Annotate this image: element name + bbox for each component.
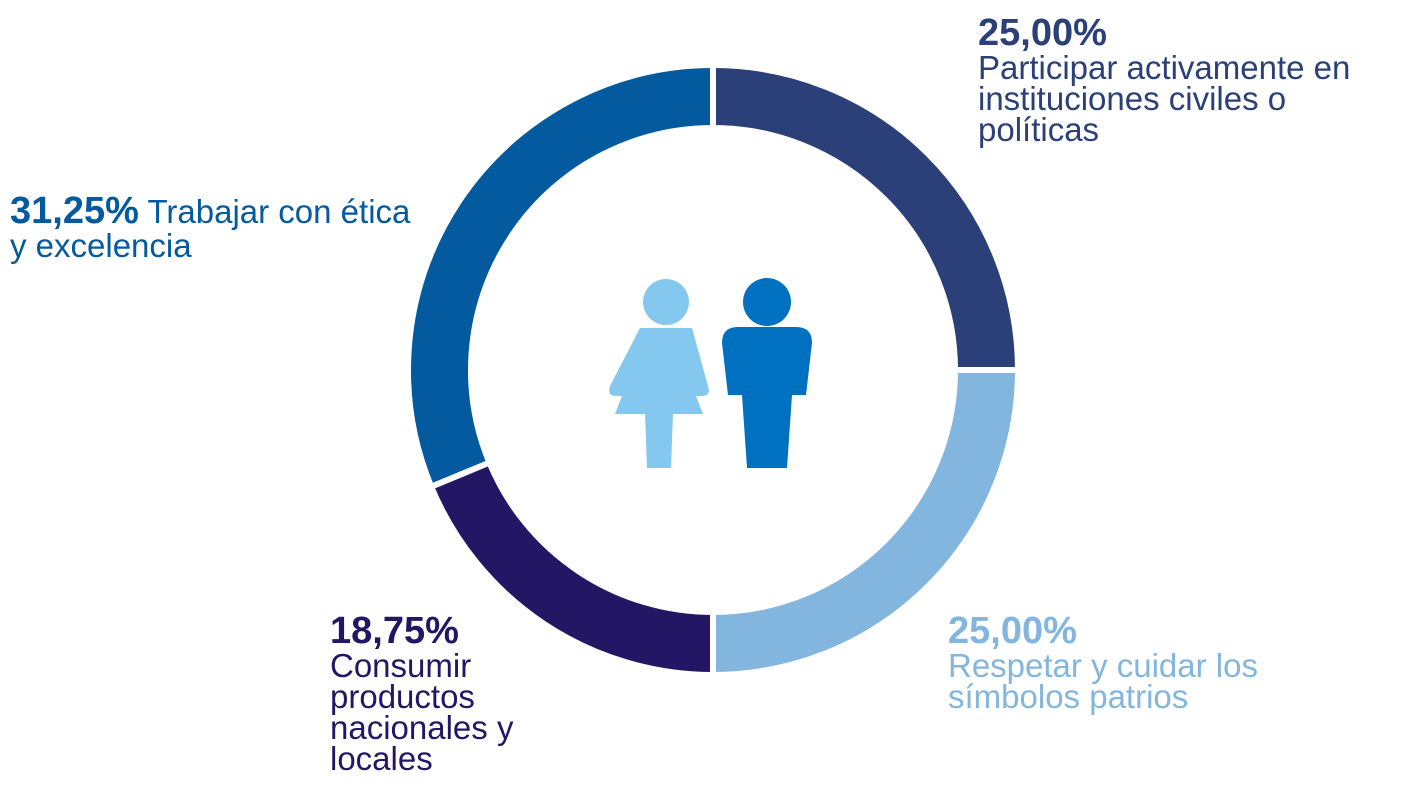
value-label: 25,00%	[978, 12, 1107, 54]
segment-label: 18,75% Consumir productos nacionales y lo…	[330, 610, 580, 777]
value-label: 18,75%	[330, 610, 459, 652]
donut-segment	[405, 61, 716, 491]
segment-label: 25,00% Participar activamente en instituc…	[978, 12, 1398, 148]
donut-segment	[427, 458, 716, 679]
value-label: 31,25%	[10, 190, 139, 232]
people-icon	[609, 278, 812, 468]
segment-label: 25,00% Respetar y cuidar los símbolos pat…	[948, 610, 1338, 715]
category-label: Trabajar con ética y excelencia	[10, 193, 411, 264]
value-label: 25,00%	[948, 610, 1077, 652]
segment-label: 31,25% Trabajar con ética y excelencia	[10, 190, 430, 264]
donut-segment	[710, 61, 1022, 373]
category-label: Participar activamente en instituciones …	[978, 49, 1351, 148]
category-label: Respetar y cuidar los símbolos patrios	[948, 647, 1258, 715]
donut-segment	[710, 367, 1022, 679]
category-label: Consumir productos nacionales y locales	[330, 647, 514, 777]
